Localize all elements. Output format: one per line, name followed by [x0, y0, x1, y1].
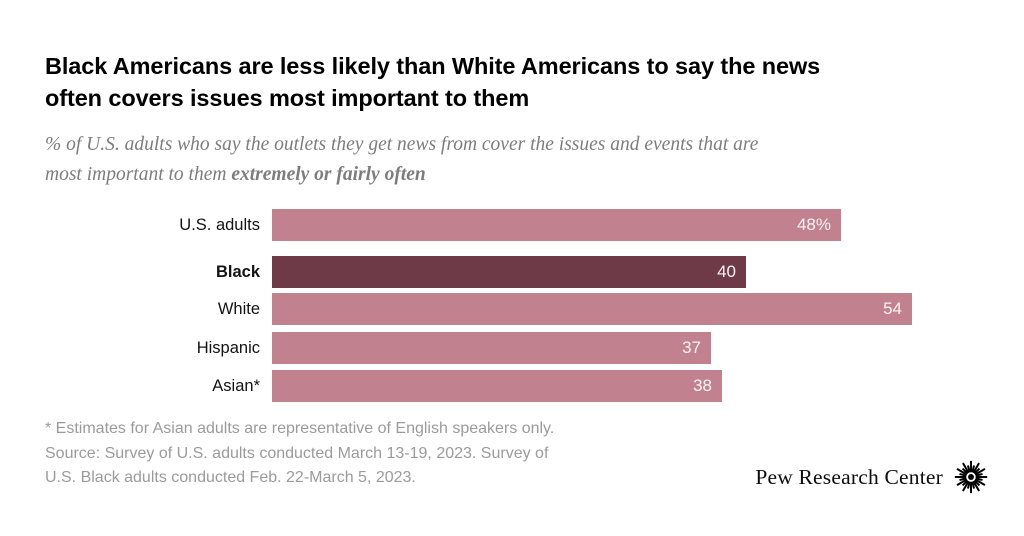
chart-subtitle-line-1: % of U.S. adults who say the outlets the…	[45, 134, 759, 155]
chart-title: Black Americans are less likely than Whi…	[45, 51, 985, 114]
footnote-asterisk: * Estimates for Asian adults are represe…	[45, 420, 555, 437]
bar: 54	[272, 293, 912, 325]
bar-row-white: White 54	[0, 293, 1024, 325]
pew-sunburst-icon	[954, 460, 988, 494]
footnotes: * Estimates for Asian adults are represe…	[45, 417, 685, 491]
bar: 48%	[272, 209, 841, 241]
chart-subtitle-line-2: most important to them extremely or fair…	[45, 160, 985, 190]
category-label: White	[217, 300, 260, 318]
bar: 40	[272, 256, 746, 288]
chart-title-line-1: Black Americans are less likely than Whi…	[45, 53, 821, 79]
subtitle-regular-text: most important to them	[45, 164, 232, 185]
bar-row-black: Black 40	[0, 256, 1024, 288]
source-line-2: U.S. Black adults conducted Feb. 22-Marc…	[45, 469, 416, 486]
value-label: 37	[682, 338, 701, 357]
category-label: Hispanic	[196, 339, 260, 357]
value-label: 48%	[796, 215, 831, 234]
chart-title-line-2: often covers issues most important to th…	[45, 84, 530, 111]
bar-chart: U.S. adults 48% Black 40 White 54 Hispan…	[0, 209, 1024, 411]
branding: Pew Research Center	[755, 457, 990, 497]
bar-row-us-adults: U.S. adults 48%	[0, 209, 1024, 241]
value-label: 54	[883, 299, 902, 318]
branding-wordmark: Pew Research Center	[755, 464, 943, 489]
source-line-1: Source: Survey of U.S. adults conducted …	[45, 444, 549, 462]
category-label: Black	[215, 263, 260, 281]
subtitle-emphasis-text: extremely or fairly often	[231, 164, 426, 185]
bar-row-asian: Asian* 38	[0, 370, 1024, 402]
bar-row-hispanic: Hispanic 37	[0, 332, 1024, 364]
bar: 38	[272, 370, 722, 402]
category-label: Asian*	[212, 377, 260, 395]
value-label: 40	[717, 262, 736, 281]
chart-subtitle: % of U.S. adults who say the outlets the…	[45, 130, 985, 190]
category-label: U.S. adults	[179, 216, 260, 234]
bar: 37	[272, 332, 711, 364]
value-label: 38	[693, 376, 712, 395]
